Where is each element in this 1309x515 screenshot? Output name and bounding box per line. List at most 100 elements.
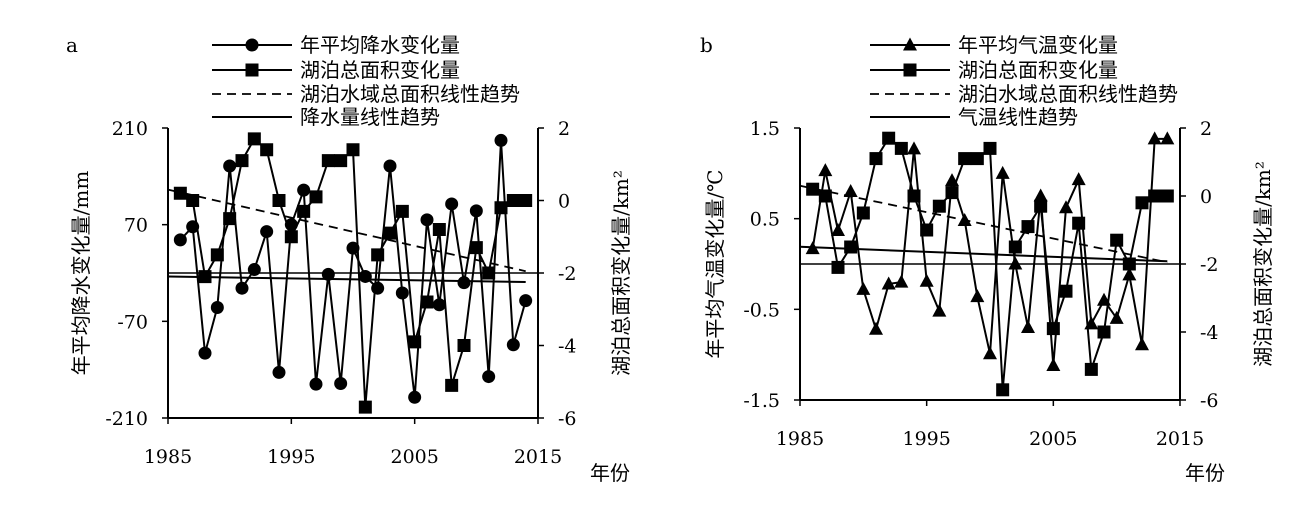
triangle-marker	[1160, 131, 1175, 145]
square-marker	[260, 143, 274, 157]
triangle-marker	[1033, 188, 1048, 202]
circle-marker	[198, 346, 212, 360]
square-marker	[395, 204, 409, 218]
square-marker	[806, 182, 820, 196]
circle-marker	[223, 159, 237, 173]
triangle-marker	[995, 165, 1010, 179]
y-right-tick-label: -2	[1200, 254, 1219, 276]
square-marker	[210, 248, 224, 262]
square-marker	[469, 241, 483, 255]
square-marker	[920, 223, 934, 237]
square-marker	[983, 141, 997, 155]
y-left-axis-label: 年平均降水变化量/mm	[69, 171, 93, 376]
legend-label: 湖泊水域总面积线性趋势	[958, 82, 1178, 106]
square-marker	[173, 186, 187, 200]
x-tick-label: 1985	[144, 446, 192, 468]
square-marker	[420, 295, 434, 309]
square-marker	[247, 132, 261, 146]
square-marker	[186, 194, 200, 207]
circle-marker	[469, 204, 483, 218]
square-marker	[506, 194, 520, 207]
square-marker	[482, 266, 496, 280]
panel-letter: a	[66, 33, 78, 57]
legend-label: 降水量线性趋势	[300, 105, 440, 129]
square-marker	[932, 199, 946, 213]
legend-label: 湖泊水域总面积线性趋势	[300, 82, 520, 106]
legend-label: 湖泊总面积变化量	[958, 58, 1118, 82]
square-marker	[844, 240, 858, 254]
square-marker	[970, 152, 984, 166]
circle-marker	[371, 281, 385, 295]
legend-square-marker	[245, 63, 259, 77]
triangle-marker	[869, 321, 883, 335]
triangle-marker	[983, 346, 997, 360]
triangle-marker	[1008, 256, 1023, 270]
series-square-1	[173, 132, 533, 414]
x-tick-label: 2005	[1029, 428, 1077, 450]
y-right-tick-label: -4	[558, 336, 577, 358]
x-tick-label: 2005	[390, 446, 438, 468]
trend-line-dashed	[167, 188, 526, 273]
square-marker	[383, 226, 397, 240]
square-marker	[408, 335, 422, 349]
circle-marker	[383, 159, 397, 173]
y-left-tick-label: 1.5	[750, 118, 780, 140]
circle-marker	[445, 197, 459, 211]
square-marker	[1034, 199, 1048, 213]
circle-marker	[420, 213, 434, 227]
square-marker	[272, 194, 286, 207]
legend-label: 年平均降水变化量	[300, 33, 460, 57]
series-dashed-2	[167, 188, 526, 273]
panel-letter: b	[700, 33, 713, 57]
circle-marker	[432, 298, 446, 312]
circle-marker	[210, 301, 224, 315]
circle-marker	[260, 225, 274, 239]
square-marker	[882, 131, 896, 145]
series-circle-0	[173, 133, 533, 404]
square-marker	[309, 190, 323, 204]
square-marker	[457, 339, 471, 352]
legend-square-marker	[903, 63, 917, 77]
y-right-tick-label: -6	[1200, 390, 1219, 412]
circle-marker	[408, 390, 422, 404]
square-marker	[321, 154, 335, 168]
square-marker	[346, 143, 360, 157]
triangle-marker	[1135, 337, 1149, 351]
circle-marker	[309, 377, 323, 391]
y-left-tick-label: -210	[105, 408, 148, 430]
triangle-marker	[932, 303, 947, 317]
circle-marker	[506, 338, 520, 352]
square-marker	[519, 194, 533, 207]
chart-panel-b: b 1.5 0.5 -0.5 -1.5 2 0 -2 -4 -6 1985 1995 2005 2015 年…	[700, 33, 1275, 485]
circle-marker	[482, 370, 496, 384]
square-marker	[958, 152, 972, 166]
triangle-marker	[818, 163, 833, 177]
y-right-tick-label: -6	[558, 408, 577, 430]
legend-triangle-marker	[903, 37, 917, 51]
triangle-marker	[1021, 319, 1035, 333]
x-tick-label: 1995	[267, 446, 315, 468]
square-marker	[996, 383, 1010, 397]
triangle-marker	[881, 276, 896, 290]
square-marker	[1046, 322, 1060, 336]
circle-marker	[173, 233, 187, 247]
series-solid-3	[167, 275, 526, 283]
triangle-marker	[907, 141, 921, 155]
square-marker	[869, 152, 883, 166]
y-right-axis-label: 湖泊总面积变化量/km²	[609, 170, 633, 376]
circle-marker	[494, 133, 508, 147]
y-right-tick-label: -4	[1200, 322, 1219, 344]
y-left-tick-label: -0.5	[743, 299, 780, 321]
square-marker	[371, 248, 385, 262]
square-marker	[1110, 233, 1124, 247]
square-marker	[334, 154, 348, 168]
square-marker	[831, 260, 845, 274]
triangle-marker	[1122, 267, 1137, 281]
y-right-tick-label: 0	[558, 191, 570, 213]
x-tick-label: 1985	[776, 428, 824, 450]
chart-panel-a: a 210 70 -70 -210 2 0 -2 -4 -6 1985 1995 2005 2015 年份 年…	[66, 33, 633, 485]
triangle-marker	[1059, 200, 1073, 214]
y-right-tick-label: 2	[1200, 118, 1212, 140]
